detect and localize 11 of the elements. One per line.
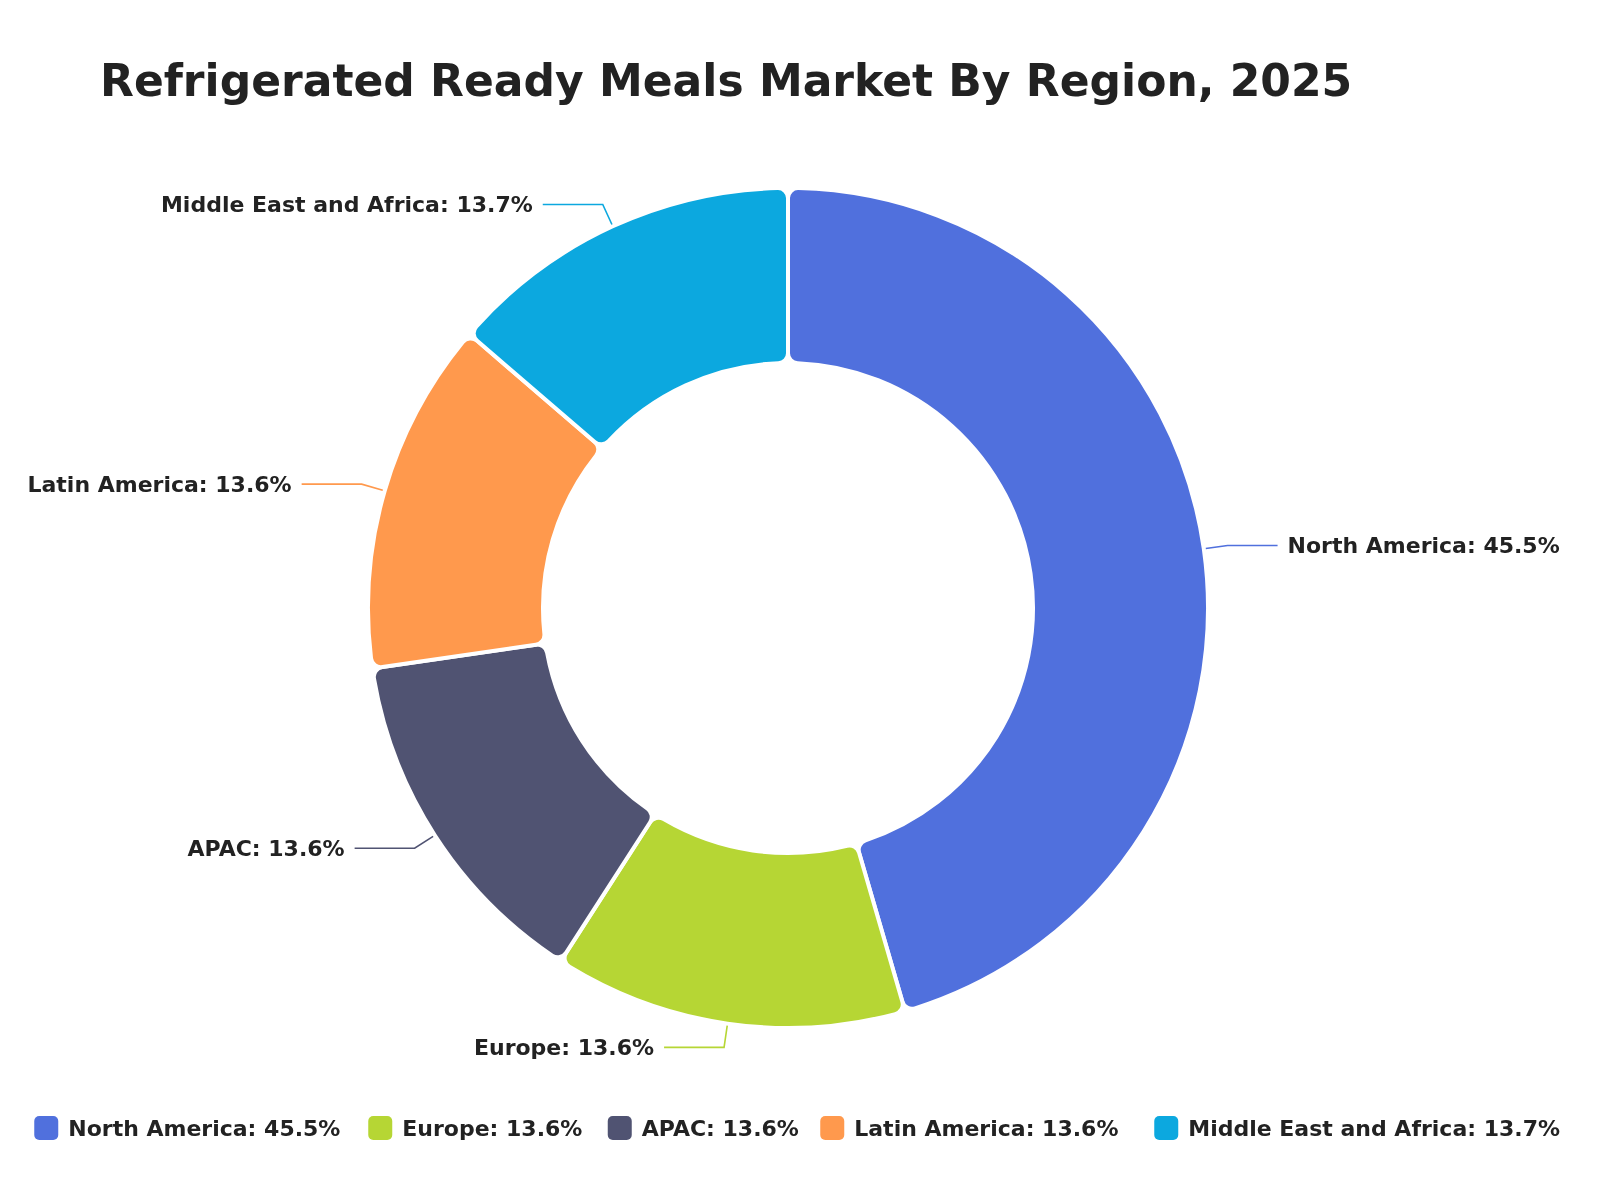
legend-label: North America: 45.5% [68, 1115, 341, 1141]
chart-title: Refrigerated Ready Meals Market By Region, 2025 [100, 55, 1353, 106]
slice-label: Europe: 13.6% [473, 1035, 655, 1061]
slice-label: APAC: 13.6% [187, 835, 345, 861]
slice-label: Middle East and Africa: 13.7% [160, 192, 533, 218]
slice-label: North America: 45.5% [1287, 533, 1560, 559]
legend-label: APAC: 13.6% [641, 1115, 799, 1141]
legend-label: Latin America: 13.6% [854, 1115, 1119, 1141]
legend-label: Europe: 13.6% [402, 1115, 583, 1141]
slice-label: Latin America: 13.6% [27, 471, 292, 497]
legend-label: Middle East and Africa: 13.7% [1188, 1115, 1561, 1141]
